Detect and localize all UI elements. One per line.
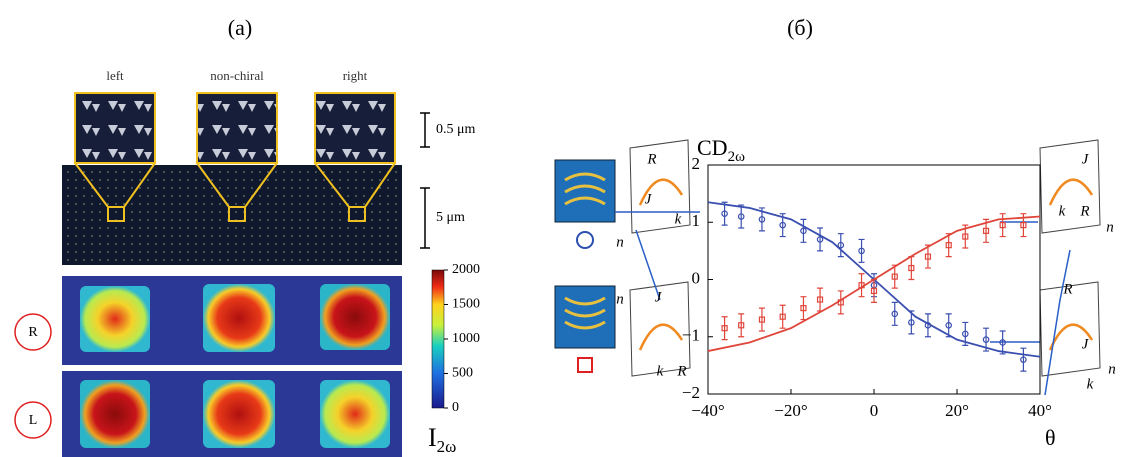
column-label: non-chiral	[210, 68, 264, 83]
y-label-sub: 2ω	[728, 149, 746, 165]
plot: −2 −1 0 1 2 −40° −20° 0 20° 40°	[682, 154, 1052, 420]
y-tick-label: 2	[692, 154, 701, 173]
icons	[555, 140, 1100, 395]
y-label-main: CD	[697, 135, 728, 160]
panel-label: (б)	[787, 15, 813, 40]
colorbar-tick-label: 1000	[452, 331, 480, 346]
y-tick-label: 1	[692, 211, 701, 230]
diagram-label: k	[675, 211, 682, 227]
colorbar-tick-label: 1500	[452, 297, 480, 312]
sample-dots	[62, 165, 402, 265]
y-tick-label: −2	[682, 383, 700, 402]
diagram-label: n	[1106, 219, 1114, 235]
colorbar-ticks: 0 500 1000 1500 2000	[444, 262, 480, 415]
colorbar-tick-label: 0	[452, 400, 459, 415]
panel-label: (a)	[228, 15, 252, 40]
error-bar	[892, 302, 898, 325]
diagram-label: k	[657, 363, 664, 379]
error-bar	[738, 205, 744, 228]
colorbar-label-main: I	[428, 423, 437, 452]
diagram-label: R	[1062, 281, 1072, 297]
diagram-label: n	[616, 234, 624, 250]
y-axis-label: CD2ω	[697, 135, 745, 165]
row-label: L	[29, 413, 38, 428]
diagram-label: k	[1059, 203, 1066, 219]
figure: (a) left non-chiral right 0.5 μm 5 μm R …	[0, 0, 1125, 457]
heatmap-spots	[80, 284, 390, 448]
page: (a) left non-chiral right 0.5 μm 5 μm R …	[0, 0, 1125, 457]
error-bar	[838, 234, 844, 257]
x-tick-label: 40°	[1028, 401, 1052, 420]
colorbar-label-sub: 2ω	[437, 437, 457, 456]
error-bar	[859, 239, 865, 262]
scale-label: 5 μm	[436, 210, 465, 225]
x-tick-label: 20°	[945, 401, 969, 420]
diagram-label: k	[1087, 376, 1094, 392]
y-tick-label: −1	[682, 326, 700, 345]
x-tick-label: −40°	[691, 401, 724, 420]
diagram-label: n	[1108, 361, 1116, 377]
diagram-label: R	[676, 363, 686, 379]
colorbar	[432, 270, 444, 408]
scale-bars	[420, 113, 430, 248]
column-label: right	[343, 68, 368, 83]
scale-label: 0.5 μm	[436, 122, 476, 137]
diagram-label: R	[646, 151, 656, 167]
row-label: R	[28, 325, 38, 340]
colorbar-tick-label: 2000	[452, 262, 480, 277]
panel-a: (a) left non-chiral right 0.5 μm 5 μm R …	[15, 15, 480, 457]
column-label: left	[106, 68, 124, 83]
diagram-label: R	[1079, 203, 1089, 219]
error-bar	[800, 219, 806, 242]
diagram-label: n	[616, 291, 624, 307]
colorbar-label: I2ω	[428, 423, 456, 456]
error-bar	[1020, 348, 1026, 371]
x-tick-label: 0	[870, 401, 879, 420]
x-tick-label: −20°	[774, 401, 807, 420]
error-bar	[817, 228, 823, 251]
x-axis-label: θ	[1045, 425, 1056, 450]
y-tick-label: 0	[692, 268, 701, 287]
colorbar-tick-label: 500	[452, 366, 473, 381]
